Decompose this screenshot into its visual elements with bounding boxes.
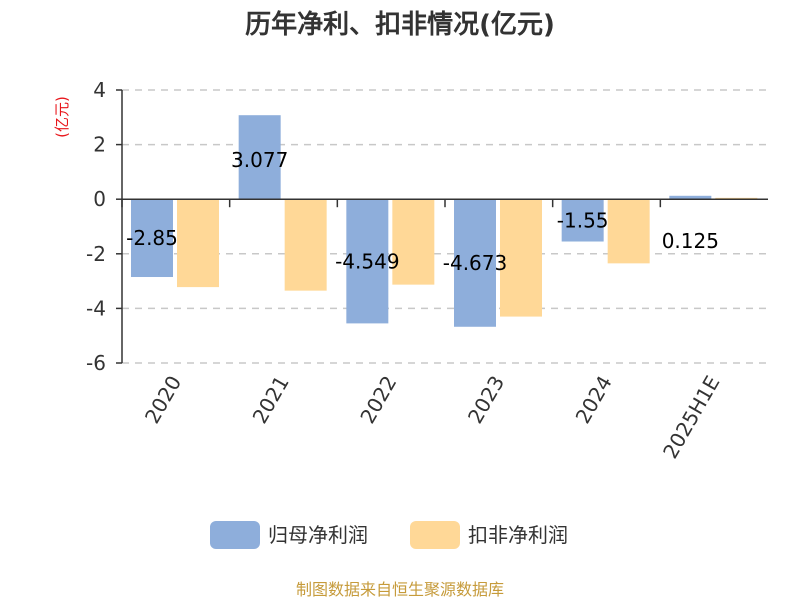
bar-deducted-net-profit[interactable] — [284, 199, 327, 291]
data-label: -2.85 — [126, 226, 178, 250]
chart-title: 历年净利、扣非情况(亿元) — [245, 9, 555, 40]
legend-label-deducted-profit: 扣非净利润 — [468, 523, 568, 547]
data-label: 0.125 — [662, 229, 719, 253]
bar-deducted-net-profit[interactable] — [177, 199, 219, 288]
x-tick-label: 2024 — [571, 372, 617, 428]
legend[interactable]: 归母净利润 扣非净利润 — [210, 521, 568, 549]
x-tick-label: 2023 — [463, 372, 509, 428]
x-tick-label: 2020 — [140, 372, 186, 428]
x-tick-label: 2022 — [355, 372, 401, 428]
y-tick-label: 2 — [93, 133, 106, 157]
y-axis-unit: (亿元) — [53, 96, 71, 138]
legend-label-net-profit: 归母净利润 — [268, 523, 368, 547]
bars — [131, 115, 758, 327]
bar-net-profit[interactable] — [131, 199, 173, 278]
y-tick-label: -6 — [86, 351, 106, 375]
data-source: 制图数据来自恒生聚源数据库 — [296, 580, 504, 599]
data-label: -1.55 — [557, 208, 609, 232]
data-label: -4.549 — [335, 249, 399, 273]
data-label: 3.077 — [231, 148, 288, 172]
legend-swatch-deducted-profit — [410, 521, 460, 549]
bar-net-profit[interactable] — [561, 199, 604, 242]
y-tick-label: 4 — [93, 78, 106, 102]
bar-net-profit[interactable] — [454, 199, 496, 327]
x-tick-label: 2021 — [248, 372, 294, 428]
bar-deducted-net-profit[interactable] — [607, 199, 650, 264]
bar-net-profit[interactable] — [669, 195, 712, 200]
legend-swatch-net-profit — [210, 521, 260, 549]
y-tick-label: 0 — [93, 187, 106, 211]
bar-deducted-net-profit[interactable] — [500, 199, 542, 317]
x-tick-label: 2025H1E — [658, 372, 724, 463]
data-label: -4.673 — [443, 251, 507, 275]
grid — [122, 89, 768, 364]
bar-net-profit[interactable] — [346, 199, 389, 324]
bar-deducted-net-profit[interactable] — [392, 199, 435, 285]
data-labels: -2.85 3.077 -4.549 -4.673 -1.55 0.125 — [126, 148, 719, 275]
y-tick-label: -4 — [86, 296, 106, 320]
y-tick-label: -2 — [86, 242, 106, 266]
bar-net-profit[interactable] — [238, 115, 281, 200]
